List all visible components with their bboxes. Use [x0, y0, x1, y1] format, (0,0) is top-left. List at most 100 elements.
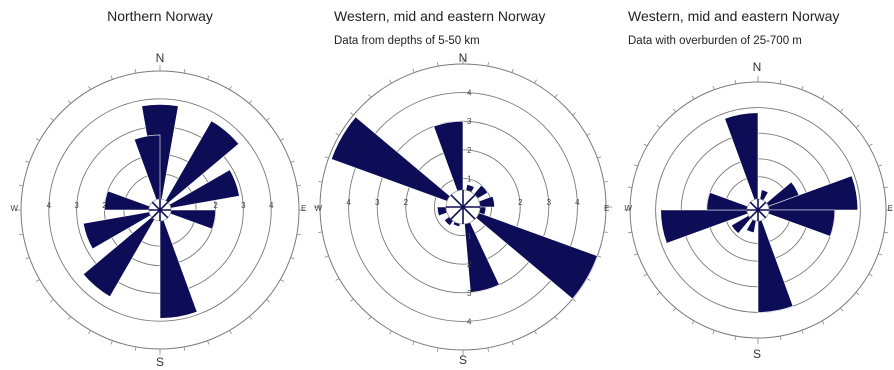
north-label: N	[753, 60, 762, 74]
degree-tick	[110, 340, 113, 345]
degree-tick	[134, 69, 137, 74]
ring-value-label: 2	[467, 146, 472, 155]
degree-tick	[691, 320, 695, 325]
degree-tick	[280, 279, 285, 282]
degree-tick	[643, 273, 648, 277]
grid-ring	[48, 98, 272, 322]
degree-tick	[487, 347, 489, 352]
degree-tick	[712, 330, 715, 335]
degree-tick	[318, 181, 323, 183]
degree-tick	[207, 340, 210, 345]
degree-tick	[67, 100, 71, 104]
rose-petal	[706, 192, 759, 211]
degree-tick	[88, 330, 91, 335]
degree-tick	[656, 291, 661, 296]
east-label: E	[301, 204, 306, 213]
degree-tick	[627, 231, 633, 234]
degree-tick	[368, 316, 372, 320]
ring-value-label: 3	[467, 289, 472, 298]
degree-tick	[183, 69, 186, 74]
south-label: S	[459, 353, 467, 367]
degree-tick	[437, 347, 439, 352]
degree-tick	[266, 117, 270, 121]
degree-tick	[554, 94, 558, 98]
degree-tick	[290, 257, 295, 260]
degree-tick	[627, 186, 633, 189]
degree-tick	[229, 85, 232, 90]
rose-petal	[462, 206, 500, 293]
north-label: N	[156, 51, 165, 65]
degree-tick	[734, 335, 737, 341]
degree-tick	[437, 62, 439, 67]
degree-tick	[50, 117, 54, 121]
degree-tick	[67, 316, 71, 320]
east-label: E	[888, 204, 893, 213]
degree-tick	[35, 138, 40, 141]
degree-tick	[868, 273, 873, 277]
degree-tick	[801, 330, 804, 335]
south-label: S	[156, 355, 164, 369]
ring-value-label: 2	[518, 198, 523, 207]
degree-tick	[597, 255, 602, 258]
rose-diagram-depths-5-50-km: Western, mid and eastern Norway Data fro…	[314, 8, 612, 367]
degree-tick	[656, 124, 661, 129]
chart-title: Western, mid and eastern Norway	[334, 8, 545, 24]
degree-tick	[855, 291, 860, 296]
degree-tick	[603, 181, 608, 183]
degree-tick	[821, 320, 825, 325]
ring-value-label: 4	[346, 198, 351, 207]
degree-tick	[572, 298, 576, 302]
degree-tick	[389, 330, 392, 335]
degree-tick	[280, 138, 285, 141]
degree-tick	[511, 68, 514, 73]
rose-petal	[330, 116, 464, 208]
ring-value-label: 4	[269, 201, 274, 210]
degree-tick	[35, 279, 40, 282]
ring-value-label: 3	[547, 198, 552, 207]
degree-tick	[296, 184, 301, 187]
degree-tick	[878, 253, 883, 256]
degree-tick	[324, 156, 329, 159]
degree-tick	[883, 186, 889, 189]
degree-tick	[50, 299, 54, 303]
chart-subtitle: Data from depths of 5-50 km	[334, 35, 480, 47]
degree-tick	[597, 156, 602, 159]
degree-tick	[691, 95, 695, 100]
degree-tick	[110, 75, 113, 80]
west-label: W	[10, 204, 18, 213]
degree-tick	[335, 133, 340, 136]
degree-tick	[229, 330, 232, 335]
degree-tick	[25, 160, 30, 163]
ring-value-label: 3	[74, 201, 79, 210]
degree-tick	[324, 255, 329, 258]
degree-tick	[801, 85, 804, 90]
degree-tick	[511, 341, 514, 346]
south-label: S	[753, 347, 761, 361]
chart-title: Northern Norway	[107, 8, 213, 24]
degree-tick	[487, 62, 489, 67]
degree-tick	[25, 257, 30, 260]
hub-spoke	[450, 194, 476, 220]
rose-petal	[757, 209, 794, 313]
ring-value-label: 4	[575, 198, 580, 207]
degree-tick	[266, 299, 270, 303]
rose-petal	[133, 134, 161, 211]
rose-petal	[104, 190, 161, 211]
ring-value-label: 2	[404, 198, 409, 207]
degree-tick	[290, 160, 295, 163]
degree-tick	[412, 341, 415, 346]
degree-tick	[249, 100, 253, 104]
rose-petal	[159, 169, 240, 211]
degree-tick	[734, 79, 737, 85]
ring-value-label: 3	[375, 198, 380, 207]
rose-petal	[433, 120, 464, 208]
rose-petal	[82, 209, 161, 298]
degree-tick	[534, 330, 537, 335]
degree-tick	[883, 231, 889, 234]
degree-tick	[672, 307, 677, 312]
degree-tick	[839, 108, 844, 113]
degree-tick	[134, 346, 137, 351]
rose-petal	[82, 209, 161, 250]
ring-value-label: 1	[467, 232, 472, 241]
degree-tick	[19, 233, 24, 236]
